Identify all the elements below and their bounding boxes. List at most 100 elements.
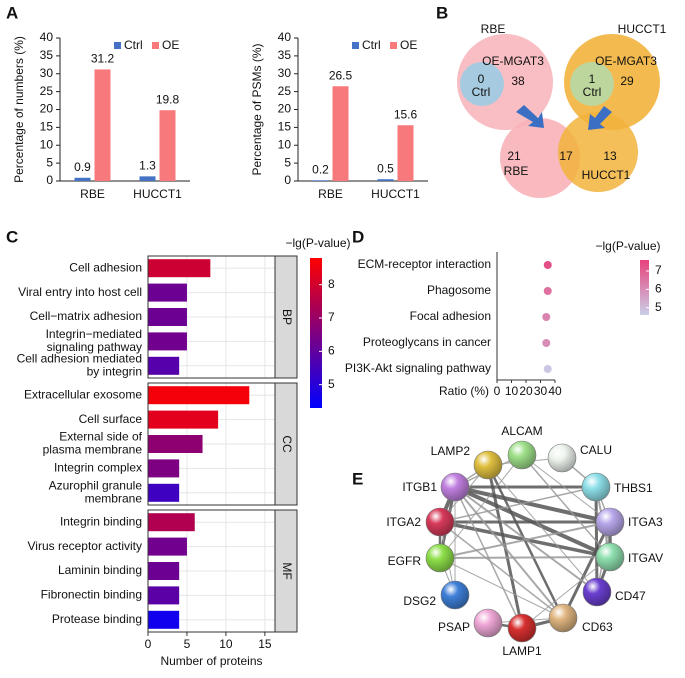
arrow [516,105,544,128]
node-label: CALU [580,443,612,457]
colorbar-tick-label: 6 [655,282,662,296]
x-tick-label: 5 [184,637,191,651]
network-node [425,543,455,573]
category-label: Cell adhesion [69,260,142,274]
network-edge [454,486,598,593]
bar [148,308,187,326]
category-label: Focal adhesion [410,309,491,323]
bar [312,180,329,181]
network-node [595,542,625,572]
bar [148,386,250,405]
network-edge [486,464,565,619]
bar [148,537,187,556]
panel-label: D [352,227,364,246]
panel-label: E [352,469,363,488]
bar [148,435,203,453]
network-edge [521,454,611,523]
node-label: LAMP2 [431,444,471,458]
bar [148,356,180,375]
bar [148,562,180,580]
y-tick-label: 15 [40,120,54,134]
bar [148,283,187,302]
colorbar [310,258,322,408]
venn-count: 0 [478,72,485,86]
node-label: ITGA3 [628,515,663,529]
node-label: DSG2 [403,594,436,608]
venn-set [570,62,614,106]
bar [148,483,180,502]
facet-label: BP [280,309,294,325]
x-tick-label: 40 [548,384,562,398]
bar [148,586,180,605]
category-label: Virus receptor activity [28,539,143,553]
category-label: Cell adhesion mediated [17,351,142,365]
category-label: Extracellular exosome [24,387,142,401]
network-edge [439,454,523,559]
value-label: 31.2 [91,52,115,66]
network-node [473,450,503,480]
category-label: Fibronectin binding [41,588,142,602]
bar [397,125,414,181]
venn-label: HUCCT1 [582,168,631,182]
network-edge [439,486,597,523]
dot [542,313,551,321]
facet-strip [274,509,298,633]
x-tick-label: 30 [534,384,548,398]
y-tick-label: 20 [40,102,54,116]
facet-label: MF [280,562,294,579]
network-edge [594,486,599,593]
value-label: 0.2 [312,162,329,176]
venn-set [457,34,553,130]
category-label: Viral entry into host cell [18,285,142,299]
network-edge [521,556,611,629]
network-node [548,603,578,633]
legend-swatch [152,42,159,49]
venn: RBE OE-MGAT3 0 Ctrl 38 HUCCT1 OE-MGAT3 1… [457,22,667,198]
x-tick-label: 0 [145,637,152,651]
legend-swatch [114,42,121,49]
x-tick-label: RBE [80,187,105,201]
y-tick-label: 10 [278,137,292,151]
category-label: Protease binding [52,612,142,626]
node-label: ALCAM [501,424,542,438]
network-node [440,472,470,502]
node-label: CD47 [615,589,646,603]
venn-count: 29 [620,74,634,88]
colorbar-title: −lg(P-value) [595,239,660,253]
network-node [581,472,611,502]
venn-set [558,112,638,192]
y-tick-label: 5 [46,155,53,169]
panel-label: B [436,3,448,22]
y-tick-label: 0 [284,173,291,187]
bar [148,459,180,478]
venn-label: RBE [504,164,529,178]
colorbar-tick-label: 6 [328,344,335,358]
venn-count: 38 [511,74,525,88]
panel-label: C [6,227,18,246]
node-label: ITGA2 [386,515,421,529]
colorbar-tick-label: 7 [655,263,662,277]
category-label: membrane [85,491,143,505]
network-edge [439,557,564,619]
y-tick-label: 20 [278,102,292,116]
node-label: ITGB1 [402,480,437,494]
panel-label: A [6,3,18,22]
category-label: Integrin binding [60,514,142,528]
network-edge [439,556,611,559]
bar [148,259,211,278]
network-node [547,443,577,473]
node-label: ITGAV [628,551,663,565]
category-label: Laminin binding [58,563,142,577]
bar [159,110,176,181]
dot [543,365,552,373]
venn-title: RBE [481,22,506,36]
network-edge [454,485,611,524]
value-label: 26.5 [329,68,353,82]
network-edge [454,486,523,629]
category-label: by integrin [87,364,142,378]
legend-label: OE [162,38,179,52]
colorbar-tick-label: 5 [328,377,335,391]
bar [148,610,180,629]
node-label: PSAP [438,620,470,634]
